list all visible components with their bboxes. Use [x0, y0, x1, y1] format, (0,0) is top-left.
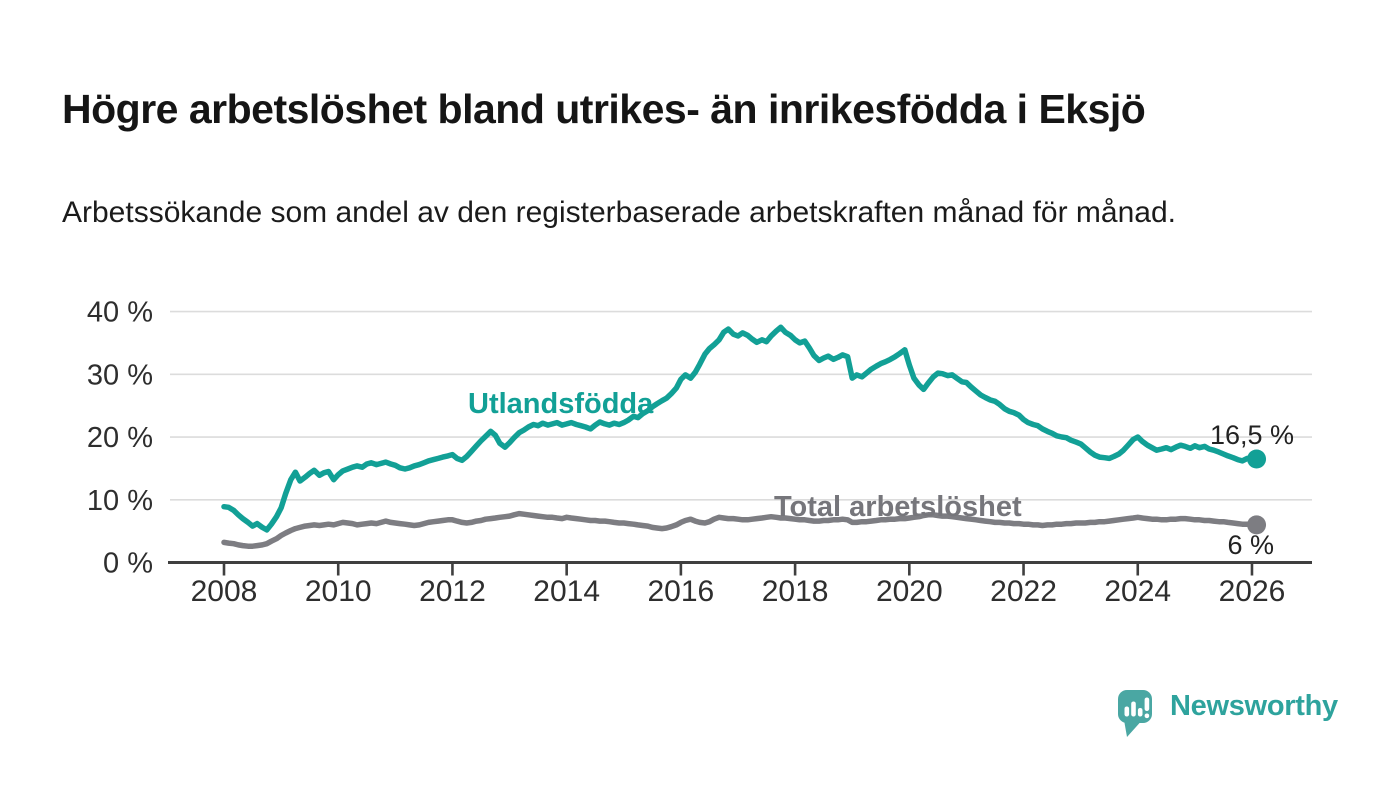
newsworthy-logo-text: Newsworthy — [1170, 690, 1338, 722]
x-tick-label-2010: 2010 — [305, 575, 372, 608]
newsworthy-speech-bubble-chart-icon — [1118, 690, 1152, 737]
newsworthy-logo: Newsworthy — [1114, 686, 1360, 748]
series-line-total-arbetsl-shet — [221, 510, 1260, 549]
series-end-dot-total-arbetsl-shet — [1247, 515, 1267, 535]
chart-subtitle: Arbetssökande som andel av den registerb… — [62, 196, 1176, 229]
x-tick-label-2014: 2014 — [533, 575, 600, 608]
y-tick-label-30: 30 % — [87, 359, 153, 391]
series-label-total-arbetsloshet: Total arbetslöshet — [774, 491, 1022, 523]
x-tick-label-2016: 2016 — [648, 575, 715, 608]
y-tick-label-0: 0 % — [103, 548, 153, 580]
x-tick-label-2022: 2022 — [990, 575, 1057, 608]
series-end-dot-utlandsf-dda — [1247, 449, 1267, 469]
chart-title: Högre arbetslöshet bland utrikes- än inr… — [62, 86, 1146, 133]
end-value-label-total-arbetsloshet: 6 % — [1227, 530, 1274, 560]
y-tick-label-20: 20 % — [87, 422, 153, 454]
x-tick-label-2012: 2012 — [419, 575, 486, 608]
y-tick-label-10: 10 % — [87, 485, 153, 517]
x-tick-label-2026: 2026 — [1219, 575, 1286, 608]
x-tick-label-2018: 2018 — [762, 575, 829, 608]
series-label-utlandsfodda: Utlandsfödda — [468, 388, 654, 420]
y-tick-label-40: 40 % — [87, 297, 153, 329]
x-tick-label-2020: 2020 — [876, 575, 943, 608]
x-tick-label-2024: 2024 — [1104, 575, 1171, 608]
series-line-utlandsf-dda — [221, 324, 1260, 533]
x-tick-label-2008: 2008 — [191, 575, 258, 608]
end-value-label-utlandsfodda: 16,5 % — [1209, 420, 1294, 450]
